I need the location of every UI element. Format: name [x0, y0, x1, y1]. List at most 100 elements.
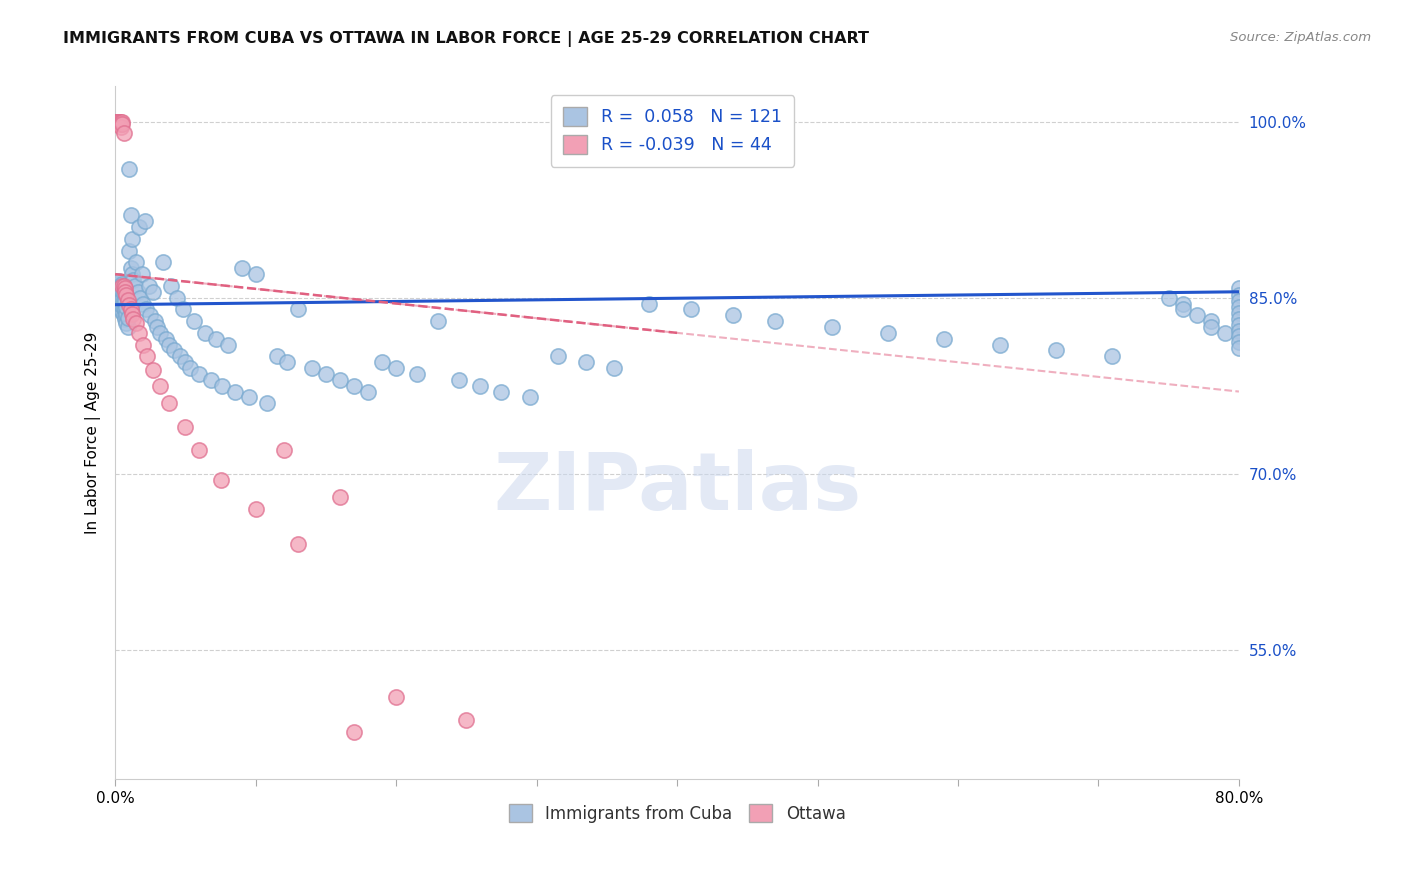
Point [371, 355, 394, 369]
Point [603, 361, 626, 376]
Point [117, 310, 139, 325]
Point [112, 308, 135, 322]
Point [110, 279, 132, 293]
Point [105, 114, 128, 128]
Point [117, 293, 139, 307]
Point [121, 267, 143, 281]
Point [224, 384, 246, 399]
Point [122, 311, 145, 326]
Point [1045, 343, 1067, 358]
Point [343, 725, 366, 739]
Y-axis label: In Labor Force | Age 25-29: In Labor Force | Age 25-29 [86, 332, 101, 533]
Point [988, 337, 1011, 351]
Point [115, 300, 138, 314]
Point [547, 349, 569, 363]
Point [329, 373, 352, 387]
Point [456, 713, 478, 727]
Point [149, 378, 172, 392]
Point [1227, 329, 1250, 343]
Point [1227, 294, 1250, 309]
Point [114, 281, 136, 295]
Point [107, 114, 129, 128]
Point [111, 284, 134, 298]
Point [329, 490, 352, 504]
Point [470, 378, 492, 392]
Point [108, 117, 131, 131]
Point [115, 288, 138, 302]
Point [245, 267, 267, 281]
Point [157, 337, 180, 351]
Point [932, 332, 955, 346]
Point [112, 301, 135, 316]
Point [205, 332, 228, 346]
Point [112, 279, 135, 293]
Point [114, 294, 136, 309]
Point [132, 337, 155, 351]
Point [112, 285, 135, 300]
Text: ZIPatlas: ZIPatlas [494, 449, 862, 527]
Point [110, 120, 132, 135]
Point [343, 378, 366, 392]
Point [120, 261, 142, 276]
Point [122, 273, 145, 287]
Point [1213, 326, 1236, 340]
Point [172, 302, 194, 317]
Point [1227, 306, 1250, 320]
Point [209, 473, 232, 487]
Legend: Immigrants from Cuba, Ottawa: Immigrants from Cuba, Ottawa [499, 794, 856, 833]
Text: IMMIGRANTS FROM CUBA VS OTTAWA IN LABOR FORCE | AGE 25-29 CORRELATION CHART: IMMIGRANTS FROM CUBA VS OTTAWA IN LABOR … [63, 31, 869, 47]
Point [120, 209, 142, 223]
Point [357, 384, 380, 399]
Point [820, 320, 842, 334]
Point [110, 294, 132, 309]
Point [111, 277, 134, 291]
Point [287, 302, 309, 317]
Point [876, 326, 898, 340]
Point [108, 274, 131, 288]
Point [121, 307, 143, 321]
Point [114, 311, 136, 326]
Point [681, 302, 703, 317]
Point [200, 373, 222, 387]
Point [121, 232, 143, 246]
Point [127, 285, 149, 299]
Point [115, 317, 138, 331]
Point [136, 349, 159, 363]
Point [110, 114, 132, 128]
Point [110, 117, 132, 131]
Point [406, 367, 429, 381]
Point [1227, 335, 1250, 350]
Point [1227, 300, 1250, 314]
Point [1227, 318, 1250, 332]
Point [143, 314, 166, 328]
Point [118, 161, 141, 176]
Point [125, 317, 148, 331]
Point [135, 302, 157, 317]
Point [132, 296, 155, 310]
Point [108, 281, 131, 295]
Point [111, 114, 134, 128]
Point [107, 114, 129, 128]
Point [108, 288, 131, 302]
Point [105, 114, 128, 128]
Point [118, 298, 141, 312]
Point [108, 114, 131, 128]
Point [385, 690, 408, 704]
Point [276, 355, 298, 369]
Point [179, 361, 201, 376]
Point [217, 337, 239, 351]
Point [1101, 349, 1123, 363]
Point [1157, 291, 1180, 305]
Point [110, 302, 132, 317]
Point [114, 285, 136, 299]
Point [1171, 302, 1194, 317]
Point [1199, 320, 1222, 334]
Point [245, 502, 267, 516]
Point [111, 304, 134, 318]
Point [120, 302, 142, 317]
Point [149, 326, 172, 340]
Point [114, 302, 136, 317]
Point [427, 314, 450, 328]
Point [128, 220, 150, 235]
Point [110, 285, 132, 300]
